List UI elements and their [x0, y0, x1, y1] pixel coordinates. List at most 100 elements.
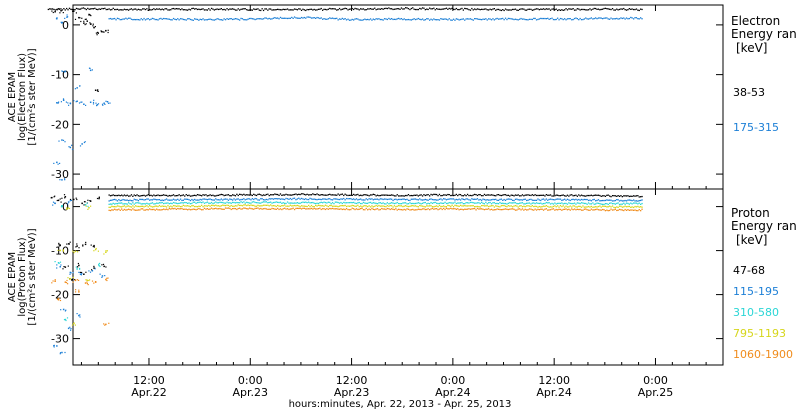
proton-point: [464, 203, 466, 205]
proton-point: [309, 208, 311, 210]
electron-point: [575, 9, 577, 11]
proton-point: [416, 198, 418, 201]
proton-point: [561, 205, 563, 208]
proton-point: [114, 203, 116, 205]
proton-point: [130, 209, 133, 211]
proton-point: [206, 199, 208, 201]
xtick-label-date: Apr.23: [233, 386, 269, 399]
electron-point: [580, 19, 583, 21]
proton-point: [486, 208, 488, 210]
proton-point: [105, 251, 107, 253]
electron-point: [331, 17, 334, 19]
proton-point: [201, 195, 203, 197]
proton-point: [385, 194, 387, 196]
proton-point: [277, 204, 279, 207]
electron-point: [75, 12, 77, 14]
proton-point: [606, 209, 608, 211]
proton-point: [85, 205, 87, 207]
proton-point: [93, 265, 95, 267]
proton-point: [383, 198, 386, 200]
proton-point: [586, 206, 588, 208]
proton-point: [79, 267, 81, 270]
proton-point: [300, 193, 303, 195]
electron-point: [70, 8, 72, 10]
proton-point: [603, 205, 605, 207]
proton-point: [602, 199, 604, 202]
proton-ylabel-quantity: log(Proton Flux): [17, 237, 28, 316]
proton-point: [157, 199, 159, 201]
proton-point: [327, 208, 329, 210]
proton-point: [367, 194, 369, 196]
proton-point: [478, 199, 480, 201]
electron-point: [240, 17, 242, 20]
proton-point: [179, 206, 182, 208]
proton-point: [194, 201, 196, 203]
proton-point: [429, 195, 431, 197]
electron-point: [466, 8, 469, 10]
proton-point: [565, 202, 567, 205]
proton-point: [98, 196, 100, 198]
proton-point: [271, 205, 273, 207]
proton-point: [234, 202, 237, 204]
proton-point: [275, 201, 277, 203]
proton-point: [585, 208, 587, 210]
proton-point: [70, 272, 72, 274]
proton-point: [165, 194, 168, 197]
electron-point: [367, 18, 369, 21]
proton-point: [569, 205, 571, 207]
proton-point: [168, 199, 170, 201]
proton-point: [424, 206, 426, 208]
proton-point: [64, 318, 67, 321]
proton-point: [66, 208, 68, 210]
electron-point: [530, 18, 532, 20]
electron-point: [83, 20, 85, 22]
electron-point: [445, 7, 448, 9]
proton-point: [398, 205, 400, 207]
electron-point: [440, 18, 442, 20]
proton-point: [557, 198, 559, 200]
electron-point: [443, 18, 445, 20]
proton-point: [571, 194, 573, 196]
electron-point: [277, 17, 279, 19]
proton-point: [348, 205, 351, 207]
electron-point: [488, 18, 490, 20]
proton-legend-entry: 310-580: [733, 306, 779, 319]
electron-point: [96, 104, 99, 106]
proton-point: [291, 202, 293, 204]
electron-point: [603, 17, 605, 19]
proton-point: [151, 195, 154, 197]
proton-point: [454, 201, 456, 203]
proton-point: [360, 194, 362, 196]
proton-point: [275, 193, 277, 196]
electron-point: [123, 8, 126, 10]
proton-point: [327, 194, 329, 196]
electron-point: [395, 8, 397, 10]
proton-point: [142, 194, 144, 197]
electron-point: [624, 9, 626, 11]
proton-point: [576, 206, 578, 208]
proton-point: [132, 202, 134, 204]
electron-point: [123, 18, 126, 20]
proton-point: [310, 204, 313, 207]
proton-point: [320, 201, 322, 203]
proton-point: [579, 205, 581, 208]
electron-point: [184, 19, 186, 21]
proton-point: [268, 201, 270, 204]
electron-point: [431, 8, 434, 10]
proton-point: [426, 205, 428, 207]
electron-point: [251, 18, 253, 20]
electron-point: [135, 19, 137, 21]
proton-point: [637, 210, 639, 212]
proton-point: [121, 202, 123, 204]
proton-point: [246, 208, 248, 210]
proton-point: [360, 202, 362, 205]
proton-point: [596, 208, 598, 210]
electron-point: [413, 8, 415, 10]
proton-point: [549, 203, 552, 205]
proton-point: [378, 195, 380, 197]
electron-point: [392, 8, 394, 11]
electron-point: [624, 18, 626, 20]
electron-point: [513, 8, 515, 11]
electron-point: [219, 19, 221, 21]
electron-point: [88, 13, 90, 15]
